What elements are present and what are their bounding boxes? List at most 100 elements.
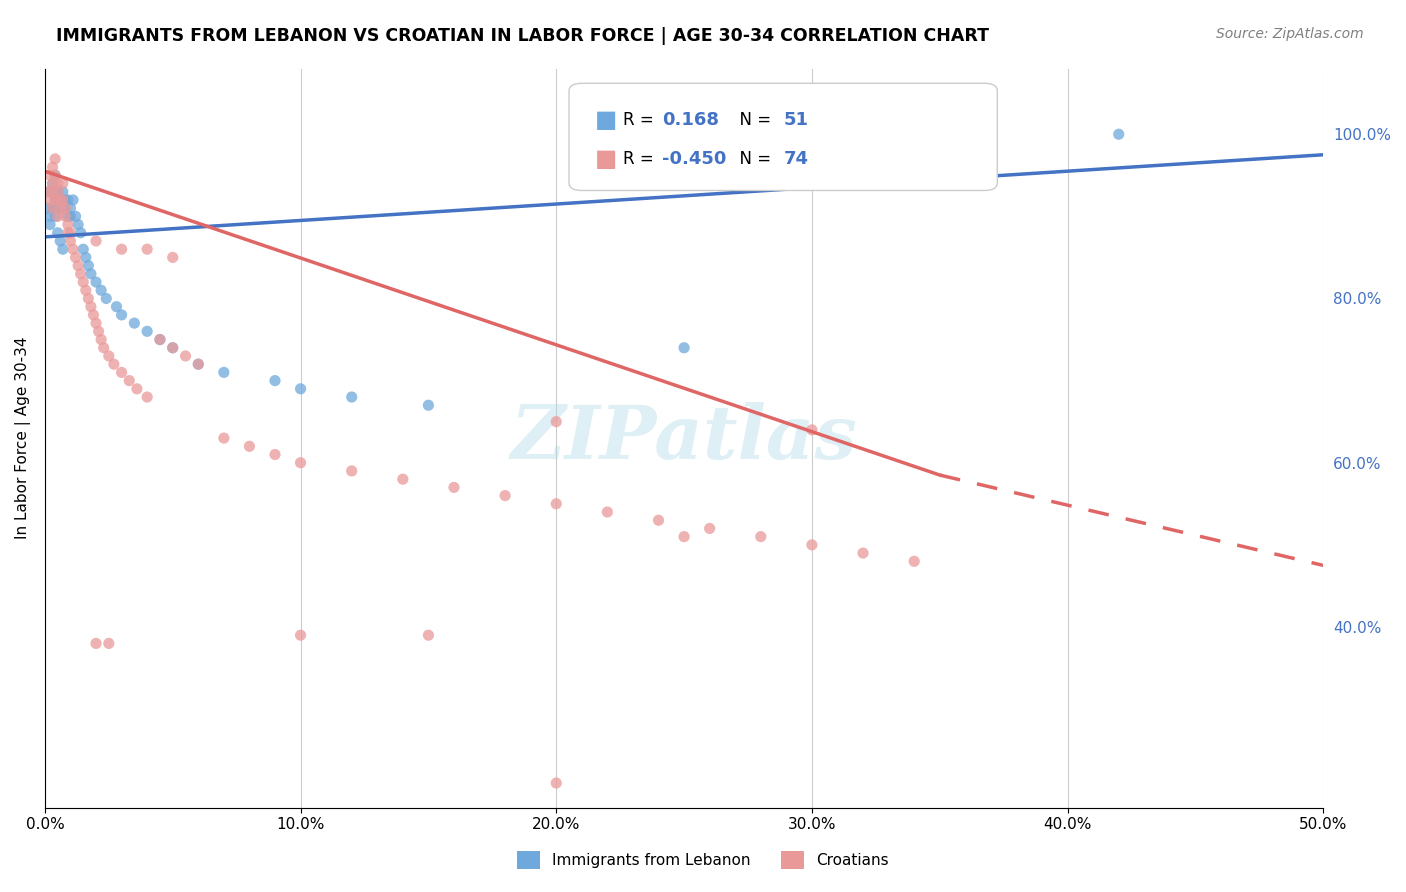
Point	[673, 530, 696, 544]
Point	[46, 193, 69, 207]
Point	[52, 193, 75, 207]
Point	[49, 234, 72, 248]
Text: ■: ■	[595, 146, 617, 170]
Point	[800, 423, 823, 437]
Point	[162, 251, 184, 265]
Point	[110, 365, 132, 379]
Point	[340, 390, 363, 404]
Point	[647, 513, 669, 527]
Point	[596, 505, 619, 519]
Point	[673, 341, 696, 355]
Point	[75, 283, 97, 297]
Text: -0.450: -0.450	[662, 150, 727, 168]
Point	[93, 341, 115, 355]
Point	[264, 448, 287, 462]
Point	[72, 242, 94, 256]
Text: 74: 74	[783, 150, 808, 168]
Point	[67, 259, 90, 273]
Text: 0.168: 0.168	[662, 112, 720, 129]
Text: N =: N =	[728, 150, 776, 168]
Point	[56, 226, 79, 240]
Point	[84, 316, 107, 330]
Point	[41, 201, 63, 215]
Point	[39, 218, 62, 232]
Point	[105, 300, 128, 314]
Point	[136, 242, 159, 256]
Point	[56, 193, 79, 207]
Point	[52, 242, 75, 256]
Point	[49, 193, 72, 207]
Point	[699, 521, 721, 535]
Point	[59, 226, 82, 240]
Point	[49, 201, 72, 215]
Text: IMMIGRANTS FROM LEBANON VS CROATIAN IN LABOR FORCE | AGE 30-34 CORRELATION CHART: IMMIGRANTS FROM LEBANON VS CROATIAN IN L…	[56, 27, 990, 45]
Text: ZIPatlas: ZIPatlas	[510, 402, 858, 475]
Point	[187, 357, 209, 371]
Point	[44, 169, 66, 183]
Point	[852, 546, 875, 560]
Point	[125, 382, 148, 396]
Point	[1108, 127, 1130, 141]
Text: 51: 51	[783, 112, 808, 129]
Point	[494, 489, 516, 503]
Point	[392, 472, 415, 486]
Point	[110, 308, 132, 322]
Point	[290, 628, 312, 642]
Point	[546, 415, 568, 429]
Point	[84, 234, 107, 248]
Point	[443, 480, 465, 494]
Point	[90, 333, 112, 347]
Point	[212, 431, 235, 445]
Point	[75, 251, 97, 265]
Point	[546, 497, 568, 511]
Text: ■: ■	[595, 108, 617, 132]
Point	[39, 193, 62, 207]
Point	[53, 193, 76, 207]
Point	[65, 210, 87, 224]
Point	[41, 185, 63, 199]
Point	[59, 234, 82, 248]
Point	[174, 349, 197, 363]
Point	[49, 201, 72, 215]
Point	[290, 382, 312, 396]
Text: N =: N =	[728, 112, 776, 129]
Point	[264, 374, 287, 388]
Point	[67, 218, 90, 232]
Point	[136, 324, 159, 338]
Point	[149, 333, 172, 347]
Text: R =: R =	[623, 150, 659, 168]
Point	[53, 201, 76, 215]
Point	[56, 210, 79, 224]
Point	[749, 530, 772, 544]
Text: Source: ZipAtlas.com: Source: ZipAtlas.com	[1216, 27, 1364, 41]
Point	[52, 177, 75, 191]
Point	[212, 365, 235, 379]
Point	[52, 185, 75, 199]
Point	[46, 201, 69, 215]
Point	[96, 292, 118, 306]
Point	[59, 201, 82, 215]
Point	[82, 308, 104, 322]
Point	[84, 275, 107, 289]
Point	[418, 398, 440, 412]
Point	[46, 210, 69, 224]
Point	[77, 292, 100, 306]
Point	[62, 193, 84, 207]
Point	[546, 776, 568, 790]
Point	[136, 390, 159, 404]
Point	[53, 201, 76, 215]
Point	[44, 152, 66, 166]
Point	[84, 636, 107, 650]
Point	[46, 185, 69, 199]
Point	[39, 210, 62, 224]
Point	[44, 193, 66, 207]
Point	[340, 464, 363, 478]
Point	[41, 177, 63, 191]
Point	[46, 177, 69, 191]
Point	[103, 357, 125, 371]
Point	[238, 439, 260, 453]
Point	[118, 374, 141, 388]
Point	[46, 185, 69, 199]
Point	[41, 201, 63, 215]
Point	[41, 185, 63, 199]
